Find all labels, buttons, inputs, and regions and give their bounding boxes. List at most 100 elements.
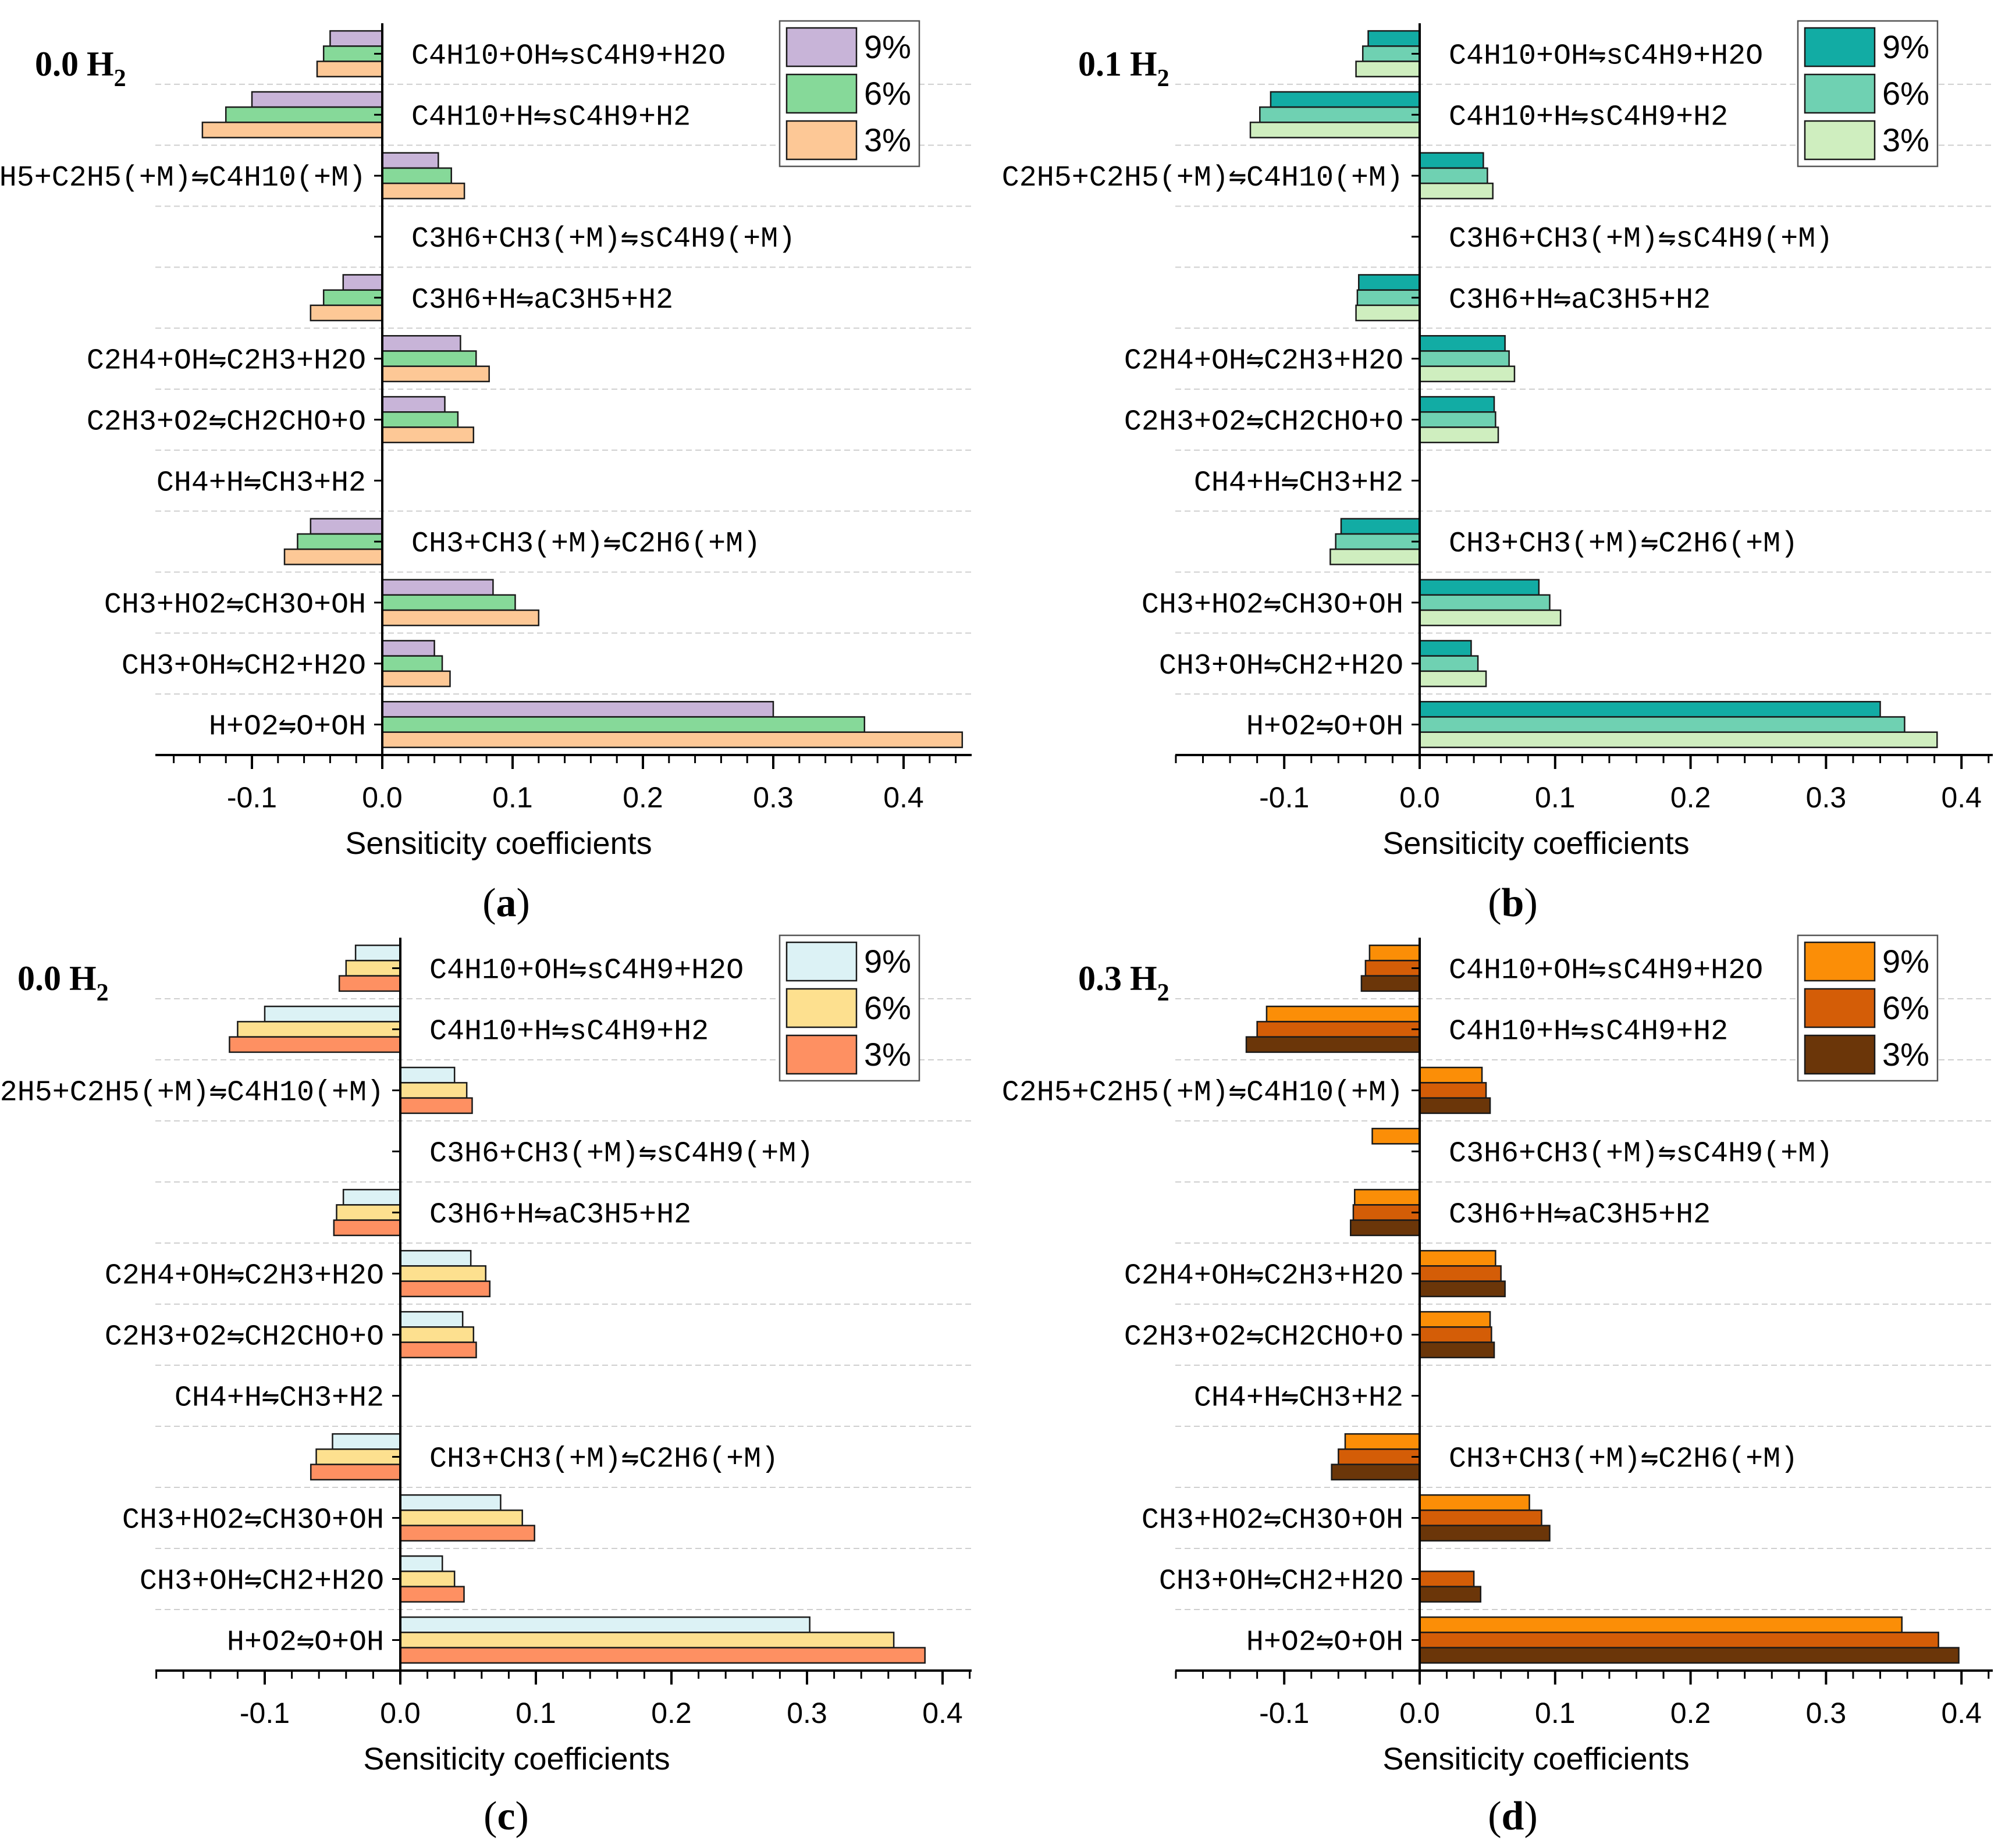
- bar-r9-s0: [1419, 1494, 1530, 1511]
- legend-swatch-1: [785, 988, 858, 1028]
- x-axis-title: Sensiticity coefficients: [1382, 1742, 1689, 1776]
- reaction-label: C4H10+OH⇋sC4H9+H2O: [429, 955, 744, 988]
- panel-letter-open: (: [1488, 1794, 1501, 1839]
- bar-r11-s1: [381, 716, 866, 733]
- bar-r1-s2: [201, 122, 383, 138]
- h2-species: H: [87, 45, 114, 83]
- h2-value: 0.0: [35, 45, 79, 83]
- bar-r8-s2: [283, 548, 383, 565]
- bar-r8-s1: [1338, 1448, 1421, 1465]
- bar-r2-s0: [399, 1066, 456, 1084]
- bar-r1-s0: [1270, 91, 1421, 108]
- bar-r0-s2: [338, 975, 401, 992]
- legend-swatch-1: [785, 73, 858, 114]
- reaction-label: C2H3+O2⇋CH2CHO+O: [87, 405, 366, 439]
- legend-swatch-2: [1804, 1034, 1876, 1075]
- x-axis-title: Sensiticity coefficients: [363, 1742, 670, 1776]
- bar-r1-s2: [1249, 122, 1421, 138]
- legend-swatch-0: [785, 27, 858, 67]
- panel-letter: (c): [484, 1794, 529, 1839]
- bar-r1-s2: [229, 1036, 401, 1053]
- bar-r5-s1: [399, 1265, 487, 1282]
- bar-r1-s1: [1259, 106, 1421, 123]
- reaction-label: H+O2⇋O+OH: [1246, 711, 1403, 744]
- bar-r0-s2: [316, 60, 383, 77]
- x-tick-label: 0.1: [1535, 1697, 1576, 1729]
- panel-letter-value: c: [497, 1794, 515, 1839]
- h2-subscript: 2: [1157, 65, 1169, 92]
- panel-letter-value: b: [1502, 881, 1524, 925]
- bar-r9-s0: [381, 579, 494, 596]
- reaction-label: C2H4+OH⇋C2H3+H2O: [105, 1260, 384, 1293]
- legend-swatch-2: [785, 120, 858, 161]
- panel-c: C4H10+OH⇋sC4H9+H2O C4H10+H⇋sC4H9+H2 C2H5+C…: [0, 934, 972, 1839]
- bar-r2-s1: [381, 167, 452, 184]
- x-tick-label: 0.2: [1670, 1697, 1711, 1729]
- legend-label-0: 9%: [864, 943, 911, 980]
- bar-r0-s0: [1367, 30, 1421, 47]
- reaction-label: C3H6+H⇋aC3H5+H2: [1449, 1199, 1711, 1232]
- reaction-label: C4H10+H⇋sC4H9+H2: [1449, 101, 1728, 134]
- reaction-label: H+O2⇋O+OH: [227, 1626, 384, 1660]
- panel-letter: (b): [1488, 881, 1538, 925]
- legend-label-1: 6%: [864, 75, 911, 112]
- bar-r2-s2: [381, 182, 465, 200]
- panel-letter-open: (: [484, 1794, 497, 1839]
- bar-r5-s0: [1419, 1249, 1496, 1267]
- reaction-label: C4H10+OH⇋sC4H9+H2O: [411, 40, 726, 73]
- bar-r9-s2: [381, 609, 540, 626]
- x-tick-label: 0.3: [753, 781, 794, 814]
- bar-r8-s2: [310, 1464, 401, 1481]
- bar-r2-s1: [399, 1082, 468, 1099]
- bar-r4-s0: [1354, 1188, 1421, 1206]
- bar-r5-s1: [381, 350, 477, 367]
- legend-label-0: 9%: [1882, 29, 1929, 65]
- legend-label-2: 3%: [864, 122, 911, 158]
- bar-r10-s1: [1419, 655, 1479, 672]
- bar-r9-s2: [1419, 1525, 1551, 1542]
- bar-r11-s2: [399, 1647, 926, 1664]
- x-tick-label: 0.2: [651, 1697, 692, 1729]
- reaction-label: C3H6+CH3(+M)⇋sC4H9(+M): [1449, 223, 1833, 256]
- bar-r8-s1: [1335, 533, 1421, 550]
- reaction-label: C3H6+CH3(+M)⇋sC4H9(+M): [411, 223, 795, 256]
- legend-swatch-1: [1804, 73, 1876, 114]
- reaction-label: C4H10+H⇋sC4H9+H2: [1449, 1016, 1728, 1049]
- panel-letter-open: (: [1488, 881, 1501, 925]
- reaction-label: CH3+OH⇋CH2+H2O: [140, 1565, 384, 1598]
- panel-letter-close: ): [517, 881, 530, 925]
- bar-r1-s0: [1265, 1005, 1421, 1023]
- bar-r10-s0: [1419, 640, 1472, 657]
- bar-r10-s2: [381, 670, 451, 688]
- bar-r11-s1: [399, 1632, 895, 1648]
- reaction-label: C2H5+C2H5(+M)⇋C4H10(+M): [0, 1077, 384, 1110]
- panel-letter-value: d: [1502, 1794, 1524, 1839]
- bar-r8-s1: [315, 1448, 401, 1465]
- reaction-label: C2H5+C2H5(+M)⇋C4H10(+M): [1002, 162, 1403, 195]
- bar-r6-s0: [1419, 396, 1495, 413]
- bar-r8-s1: [297, 533, 383, 550]
- bar-r5-s2: [1419, 365, 1516, 383]
- bar-r2-s2: [399, 1097, 473, 1115]
- bar-r0-s0: [1368, 944, 1421, 962]
- bar-r10-s2: [1419, 670, 1487, 688]
- legend-swatch-0: [785, 941, 858, 982]
- bar-r5-s2: [381, 365, 490, 383]
- x-tick-label: 0.3: [1806, 781, 1847, 814]
- x-tick-label: 0.0: [1399, 781, 1440, 814]
- h2-species: H: [69, 959, 97, 998]
- panel-letter: (a): [482, 881, 530, 925]
- h2-value: 0.3: [1078, 959, 1122, 998]
- panel-letter-close: ): [1524, 1794, 1537, 1839]
- bar-r6-s1: [1419, 1326, 1492, 1343]
- bar-r11-s0: [1419, 1616, 1903, 1633]
- x-tick-label: 0.1: [516, 1697, 556, 1729]
- reaction-label: C2H5+C2H5(+M)⇋C4H10(+M): [0, 162, 366, 195]
- legend-swatch-0: [1804, 27, 1876, 67]
- reaction-label: CH3+HO2⇋CH3O+OH: [1142, 589, 1403, 622]
- bar-r2-s1: [1419, 1082, 1487, 1099]
- x-tick-label: 0.2: [1670, 781, 1711, 814]
- reaction-label: CH4+H⇋CH3+H2: [175, 1382, 384, 1415]
- reaction-label: C2H4+OH⇋C2H3+H2O: [1124, 1260, 1403, 1293]
- legend-label-0: 9%: [1882, 943, 1929, 980]
